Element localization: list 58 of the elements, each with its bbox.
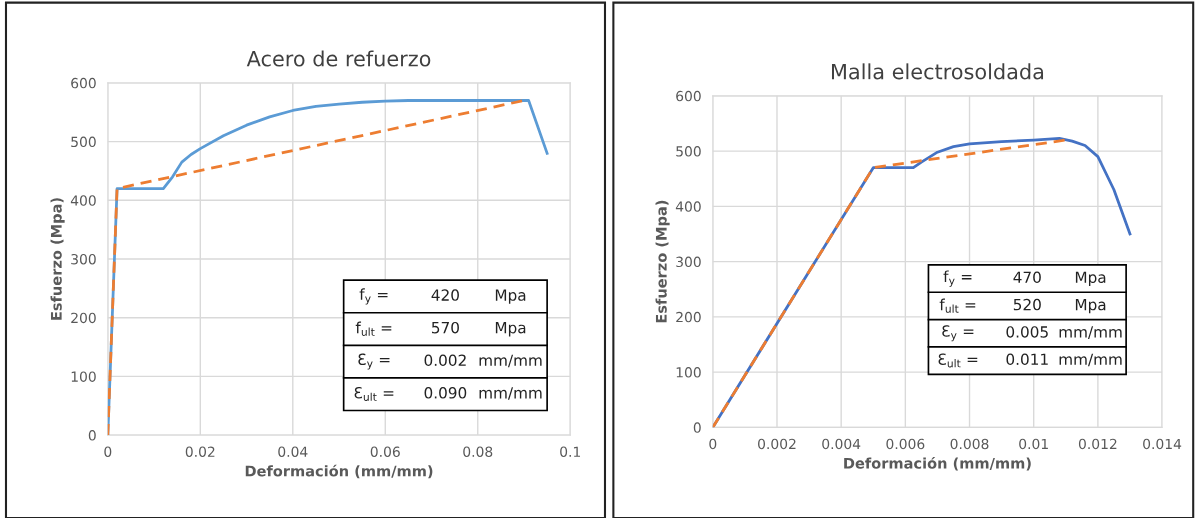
y-tick-label: 400 [70, 195, 96, 206]
annotation: Ɛ$_{ult}$ = [938, 353, 978, 368]
x-tick-label: 0.08 [463, 446, 493, 457]
y-tick-label: 300 [676, 256, 701, 268]
annotation: f$_{y}$ = [359, 288, 388, 305]
annotation: mm/mm [479, 387, 542, 400]
annotation: Ɛ$_{y}$ = [942, 325, 974, 342]
x-tick-label: 0.004 [822, 438, 861, 450]
y-tick-label: 100 [676, 367, 701, 378]
annotation: Mpa [495, 322, 526, 337]
x-tick-label: 0.06 [370, 446, 400, 457]
annotation: 420 [431, 289, 459, 301]
y-axis-title: Esfuerzo (Mpa) [50, 198, 65, 320]
annotation: f$_{y}$ = [943, 270, 972, 287]
x-tick-label: 0.008 [950, 438, 989, 450]
y-tick-label: 400 [675, 201, 701, 212]
y-axis-title: Esfuerzo (Mpa) [655, 200, 670, 323]
x-tick-label: 0.1 [560, 446, 581, 457]
annotation: f$_{ult}$ = [939, 298, 976, 313]
annotation: Ɛ$_{ult}$ = [354, 386, 394, 401]
chart-title: Malla electrosoldada [831, 63, 1044, 80]
x-tick-label: 0 [709, 438, 717, 450]
chart-title: Acero de refuerzo [246, 50, 431, 67]
annotation: 470 [1013, 271, 1041, 284]
annotation: f$_{ult}$ = [355, 321, 392, 336]
y-tick-label: 100 [71, 371, 96, 382]
annotation: 0.011 [1006, 353, 1048, 366]
y-tick-label: 200 [71, 312, 96, 324]
y-tick-label: 600 [676, 90, 701, 102]
x-tick-label: 0.01 [1019, 438, 1048, 450]
x-tick-label: 0.012 [1078, 438, 1117, 450]
x-axis-title: Deformación (mm/mm) [844, 456, 1031, 471]
annotation: Mpa [495, 289, 526, 304]
x-tick-label: 0.02 [185, 446, 215, 457]
x-tick-label: 0.006 [886, 438, 925, 450]
annotation: 0.002 [424, 354, 466, 367]
y-tick-label: 500 [676, 146, 701, 157]
annotation: mm/mm [1059, 326, 1122, 339]
x-tick-label: 0.002 [758, 438, 796, 450]
annotation: 570 [431, 321, 459, 334]
x-tick-label: 0 [104, 446, 112, 457]
y-tick-label: 600 [71, 77, 96, 89]
annotation: 0.005 [1006, 326, 1048, 338]
annotation: 0.090 [424, 387, 467, 399]
y-tick-label: 0 [88, 430, 96, 441]
y-tick-label: 0 [693, 422, 701, 433]
annotation: Mpa [1075, 271, 1106, 286]
y-tick-label: 300 [71, 253, 96, 265]
y-tick-label: 200 [676, 311, 701, 323]
x-axis-title: Deformación (mm/mm) [245, 464, 433, 479]
x-tick-label: 0.014 [1143, 438, 1182, 450]
annotation: mm/mm [479, 354, 542, 368]
x-tick-label: 0.04 [278, 446, 308, 457]
y-tick-label: 500 [71, 136, 96, 148]
annotation: Mpa [1075, 299, 1106, 314]
annotation: 520 [1013, 298, 1041, 311]
annotation: mm/mm [1059, 353, 1122, 367]
annotation: Ɛ$_{y}$ = [358, 353, 390, 370]
